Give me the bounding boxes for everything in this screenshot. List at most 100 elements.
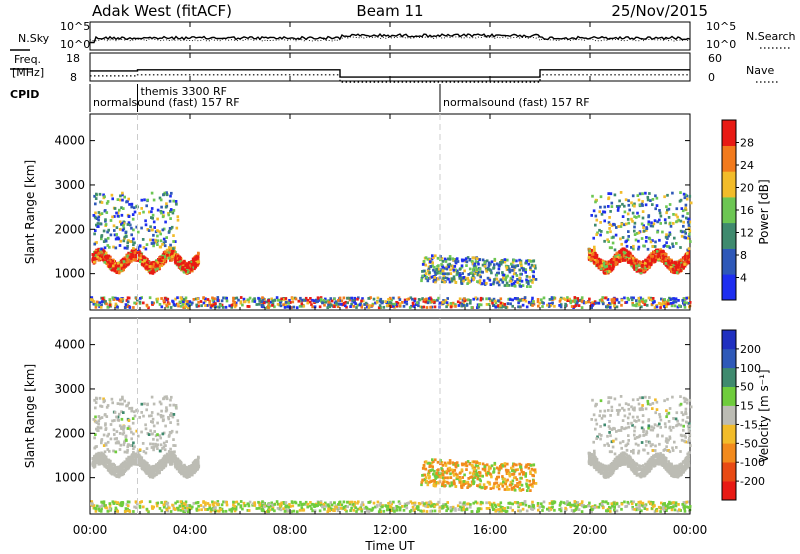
power-cell — [169, 243, 172, 247]
power-cell — [641, 263, 644, 267]
power-cell — [510, 262, 513, 266]
power-cell — [389, 301, 392, 304]
power-cell — [118, 244, 122, 247]
power-cell — [506, 258, 509, 262]
power-cell — [499, 297, 503, 301]
power-cell — [519, 261, 522, 265]
power-cell — [442, 299, 445, 302]
power-cell — [95, 249, 98, 253]
power-cell — [112, 245, 115, 249]
power-cell — [559, 305, 563, 309]
power-cell — [665, 245, 669, 248]
velocity-cell — [683, 465, 687, 468]
power-cell — [523, 297, 526, 301]
power-cell — [489, 299, 492, 303]
power-cell — [620, 253, 624, 257]
power-cell — [130, 202, 134, 206]
power-cell — [337, 299, 340, 302]
power-cell — [193, 257, 196, 261]
power-cell — [116, 214, 120, 218]
velocity-cell — [191, 461, 195, 465]
power-cell — [151, 265, 155, 268]
power-cell — [474, 296, 477, 300]
power-cell — [260, 304, 264, 307]
power-cell — [428, 272, 431, 276]
power-cell — [649, 253, 653, 257]
power-cell — [633, 221, 637, 225]
power-cell — [95, 223, 98, 227]
velocity-cell — [180, 471, 184, 475]
power-cell — [521, 298, 525, 302]
power-cell — [666, 260, 670, 263]
power-cell — [688, 194, 692, 198]
power-cell — [97, 303, 100, 307]
power-cell — [420, 276, 424, 280]
power-cell — [613, 193, 617, 197]
power-cell — [573, 296, 577, 299]
power-cell — [119, 194, 122, 198]
power-cell — [124, 258, 127, 262]
power-cell — [118, 270, 122, 273]
power-cell — [516, 278, 519, 281]
power-cell — [492, 297, 496, 301]
power-cell — [108, 298, 112, 301]
velocity-cell — [190, 466, 194, 470]
power-cell — [603, 210, 607, 214]
power-cell — [688, 229, 692, 233]
power-cell — [322, 298, 326, 302]
power-cell — [142, 246, 146, 249]
power-cell — [176, 218, 180, 222]
power-cell — [161, 210, 165, 214]
power-cell — [624, 240, 627, 244]
power-cell — [166, 254, 169, 257]
power-cell — [501, 280, 505, 284]
power-cell — [487, 261, 491, 265]
power-cell — [439, 272, 442, 275]
power-cell — [186, 303, 189, 306]
power-cell — [672, 301, 675, 305]
power-cell — [171, 255, 174, 258]
power-cell — [382, 305, 386, 309]
power-cell — [95, 257, 98, 260]
power-cell — [270, 297, 273, 301]
power-cell — [663, 300, 667, 304]
power-cell — [306, 298, 310, 302]
power-cell — [333, 297, 336, 301]
power-cell — [679, 305, 682, 308]
power-cell — [329, 303, 333, 307]
power-cell — [644, 191, 647, 195]
power-cell — [503, 258, 507, 261]
power-cell — [515, 274, 519, 277]
power-cell — [146, 198, 149, 202]
power-cell — [675, 242, 678, 245]
power-cell — [564, 298, 567, 301]
velocity-cell — [151, 476, 155, 479]
noise-left-tick-lo: 10^0 — [60, 38, 90, 51]
power-cell — [612, 258, 616, 262]
power-cell — [137, 259, 141, 263]
power-cell — [230, 303, 234, 307]
power-cell — [460, 282, 463, 285]
power-cell — [107, 254, 111, 258]
power-cell — [511, 265, 514, 269]
power-cell — [630, 296, 633, 300]
power-cell — [120, 206, 123, 210]
freq-line — [90, 69, 690, 78]
power-cell — [673, 236, 676, 240]
power-cell — [662, 256, 666, 260]
power-cell — [492, 266, 495, 270]
power-cell — [108, 256, 112, 260]
power-cell — [628, 261, 631, 264]
power-cell — [140, 198, 144, 202]
power-cell — [643, 303, 647, 306]
velocity-cell — [138, 455, 142, 459]
power-cell — [179, 304, 183, 308]
power-cell — [108, 265, 112, 269]
power-cell — [142, 301, 145, 305]
power-cell — [669, 224, 673, 228]
power-cell — [313, 305, 317, 309]
velocity-panel-frame — [89, 317, 691, 515]
power-cell — [117, 267, 120, 271]
power-cell — [672, 264, 676, 268]
